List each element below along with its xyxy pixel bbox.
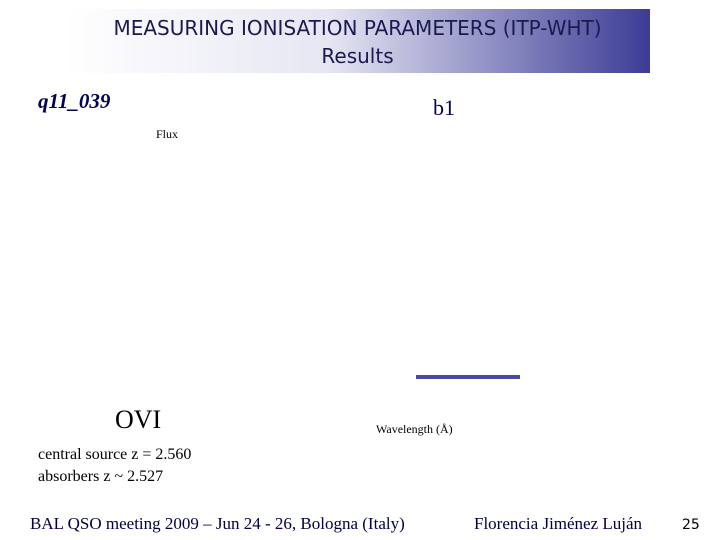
component-label: b1 [433,95,455,120]
note: absorbers z ~ 2.527 [38,468,164,485]
object-name: q11_039 [38,89,111,113]
footer-meeting: BAL QSO meeting 2009 – Jun 24 - 26, Bolo… [30,514,405,533]
footer-author: Florencia Jiménez Luján [474,514,643,533]
subtitle: Results [321,44,394,68]
title: MEASURING IONISATION PARAMETERS (ITP-WHT… [113,16,602,40]
page-number: 25 [682,517,700,533]
legend-bar [416,375,520,379]
x-axis-label: Wavelength (Å) [376,422,453,436]
y-axis-label: Flux [156,127,179,141]
title-banner [65,9,650,73]
note: central source z = 2.560 [38,446,192,463]
ion-label: OVI [115,405,162,434]
